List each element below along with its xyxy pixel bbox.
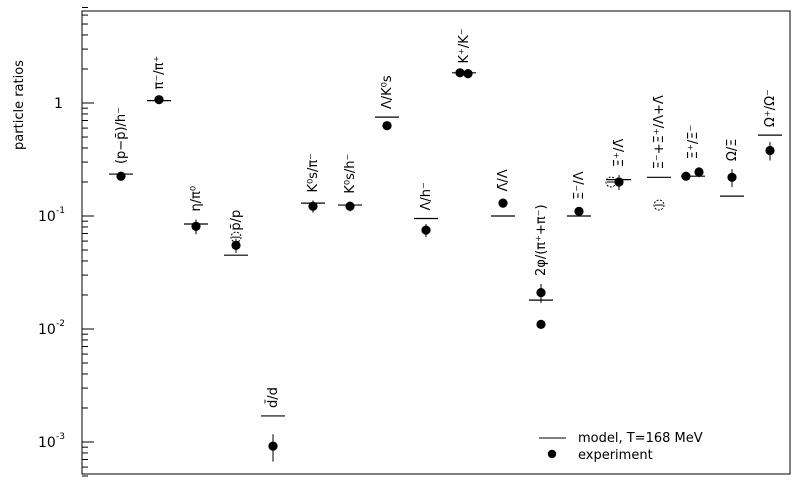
ratio-labels: (p−p̄)/h⁻ π⁻/π⁺ η/π⁰ p̄/p d̄/d K⁰s/π⁻ K⁰s/h⁻ Λ/… [114, 28, 778, 408]
y-tick-label: 10 [38, 322, 56, 338]
ratio-label: Λ̄/Λ [496, 169, 511, 191]
ratio-label: Ξ⁺/Λ̄ [612, 139, 627, 167]
open-circle-markers [230, 176, 665, 243]
y-tick-exponent: -2 [56, 319, 65, 329]
y-tick-labels: 10 -310 -210 -11 [38, 96, 65, 451]
y-tick-label: 1 [54, 96, 63, 112]
experiment-point [382, 121, 392, 131]
experiment-point [191, 221, 201, 231]
experiment-point [681, 171, 691, 181]
ratio-label: Ω/Ξ [725, 139, 740, 162]
ratio-label: K⁺/K⁻ [457, 28, 472, 63]
ratio-label: K⁰s/π⁻ [306, 153, 321, 193]
y-tick-label: 10 [38, 209, 56, 225]
ratio-label: Ξ⁺/Ξ⁻ [686, 125, 701, 160]
experiment-point [536, 319, 546, 329]
ratio-label: K⁰s/h⁻ [343, 154, 358, 194]
experiment-point [154, 95, 164, 105]
experiment-point [727, 172, 737, 182]
experiment-point [116, 171, 126, 181]
experiment-point [574, 206, 584, 216]
plot-frame [81, 10, 791, 475]
ratio-label: π⁻/π⁺ [152, 56, 167, 90]
ratio-label: d̄/d [266, 387, 281, 408]
experiment-point [498, 198, 508, 208]
experiment-point [614, 177, 624, 187]
ratio-label: Λ/h⁻ [419, 182, 434, 210]
open-circle-marker [653, 199, 665, 211]
legend-experiment-dot [547, 449, 557, 459]
experiment-point [308, 201, 318, 211]
ratio-label: Ξ⁻+Ξ⁺/Λ+Λ̄ [652, 95, 667, 169]
ratio-label: (p−p̄)/h⁻ [114, 107, 129, 164]
open-circle-marker [230, 231, 242, 243]
y-tick-exponent: -3 [56, 432, 65, 442]
experiment-point [463, 69, 473, 79]
ratio-label: 2φ/(π⁺+π⁻) [534, 204, 549, 276]
model-markers [109, 72, 782, 417]
legend: model, T=168 MeV experiment [539, 431, 703, 463]
legend-experiment-label: experiment [578, 448, 653, 463]
y-axis-label: particle ratios [12, 60, 27, 150]
open-circle-marker [605, 176, 617, 188]
experiment-point [694, 167, 704, 177]
y-minor-ticks [82, 7, 94, 477]
ratio-label: Λ/K⁰s [380, 75, 395, 109]
ratio-label: Ω⁺/Ω⁻ [763, 89, 778, 127]
ratio-label: η/π⁰ [189, 186, 204, 212]
experiment-markers [116, 68, 775, 462]
legend-model-label: model, T=168 MeV [578, 431, 703, 446]
experiment-point [455, 68, 465, 78]
experiment-point [268, 441, 278, 451]
experiment-point [536, 287, 546, 298]
experiment-point [421, 225, 431, 235]
experiment-point [345, 201, 355, 211]
ratio-label: p̄/p [229, 210, 244, 231]
experiment-point [765, 145, 775, 156]
ratio-label: Ξ⁻/Λ [572, 171, 587, 199]
y-tick-exponent: -1 [56, 206, 65, 216]
y-tick-label: 10 [38, 435, 56, 451]
experiment-point [231, 240, 241, 250]
